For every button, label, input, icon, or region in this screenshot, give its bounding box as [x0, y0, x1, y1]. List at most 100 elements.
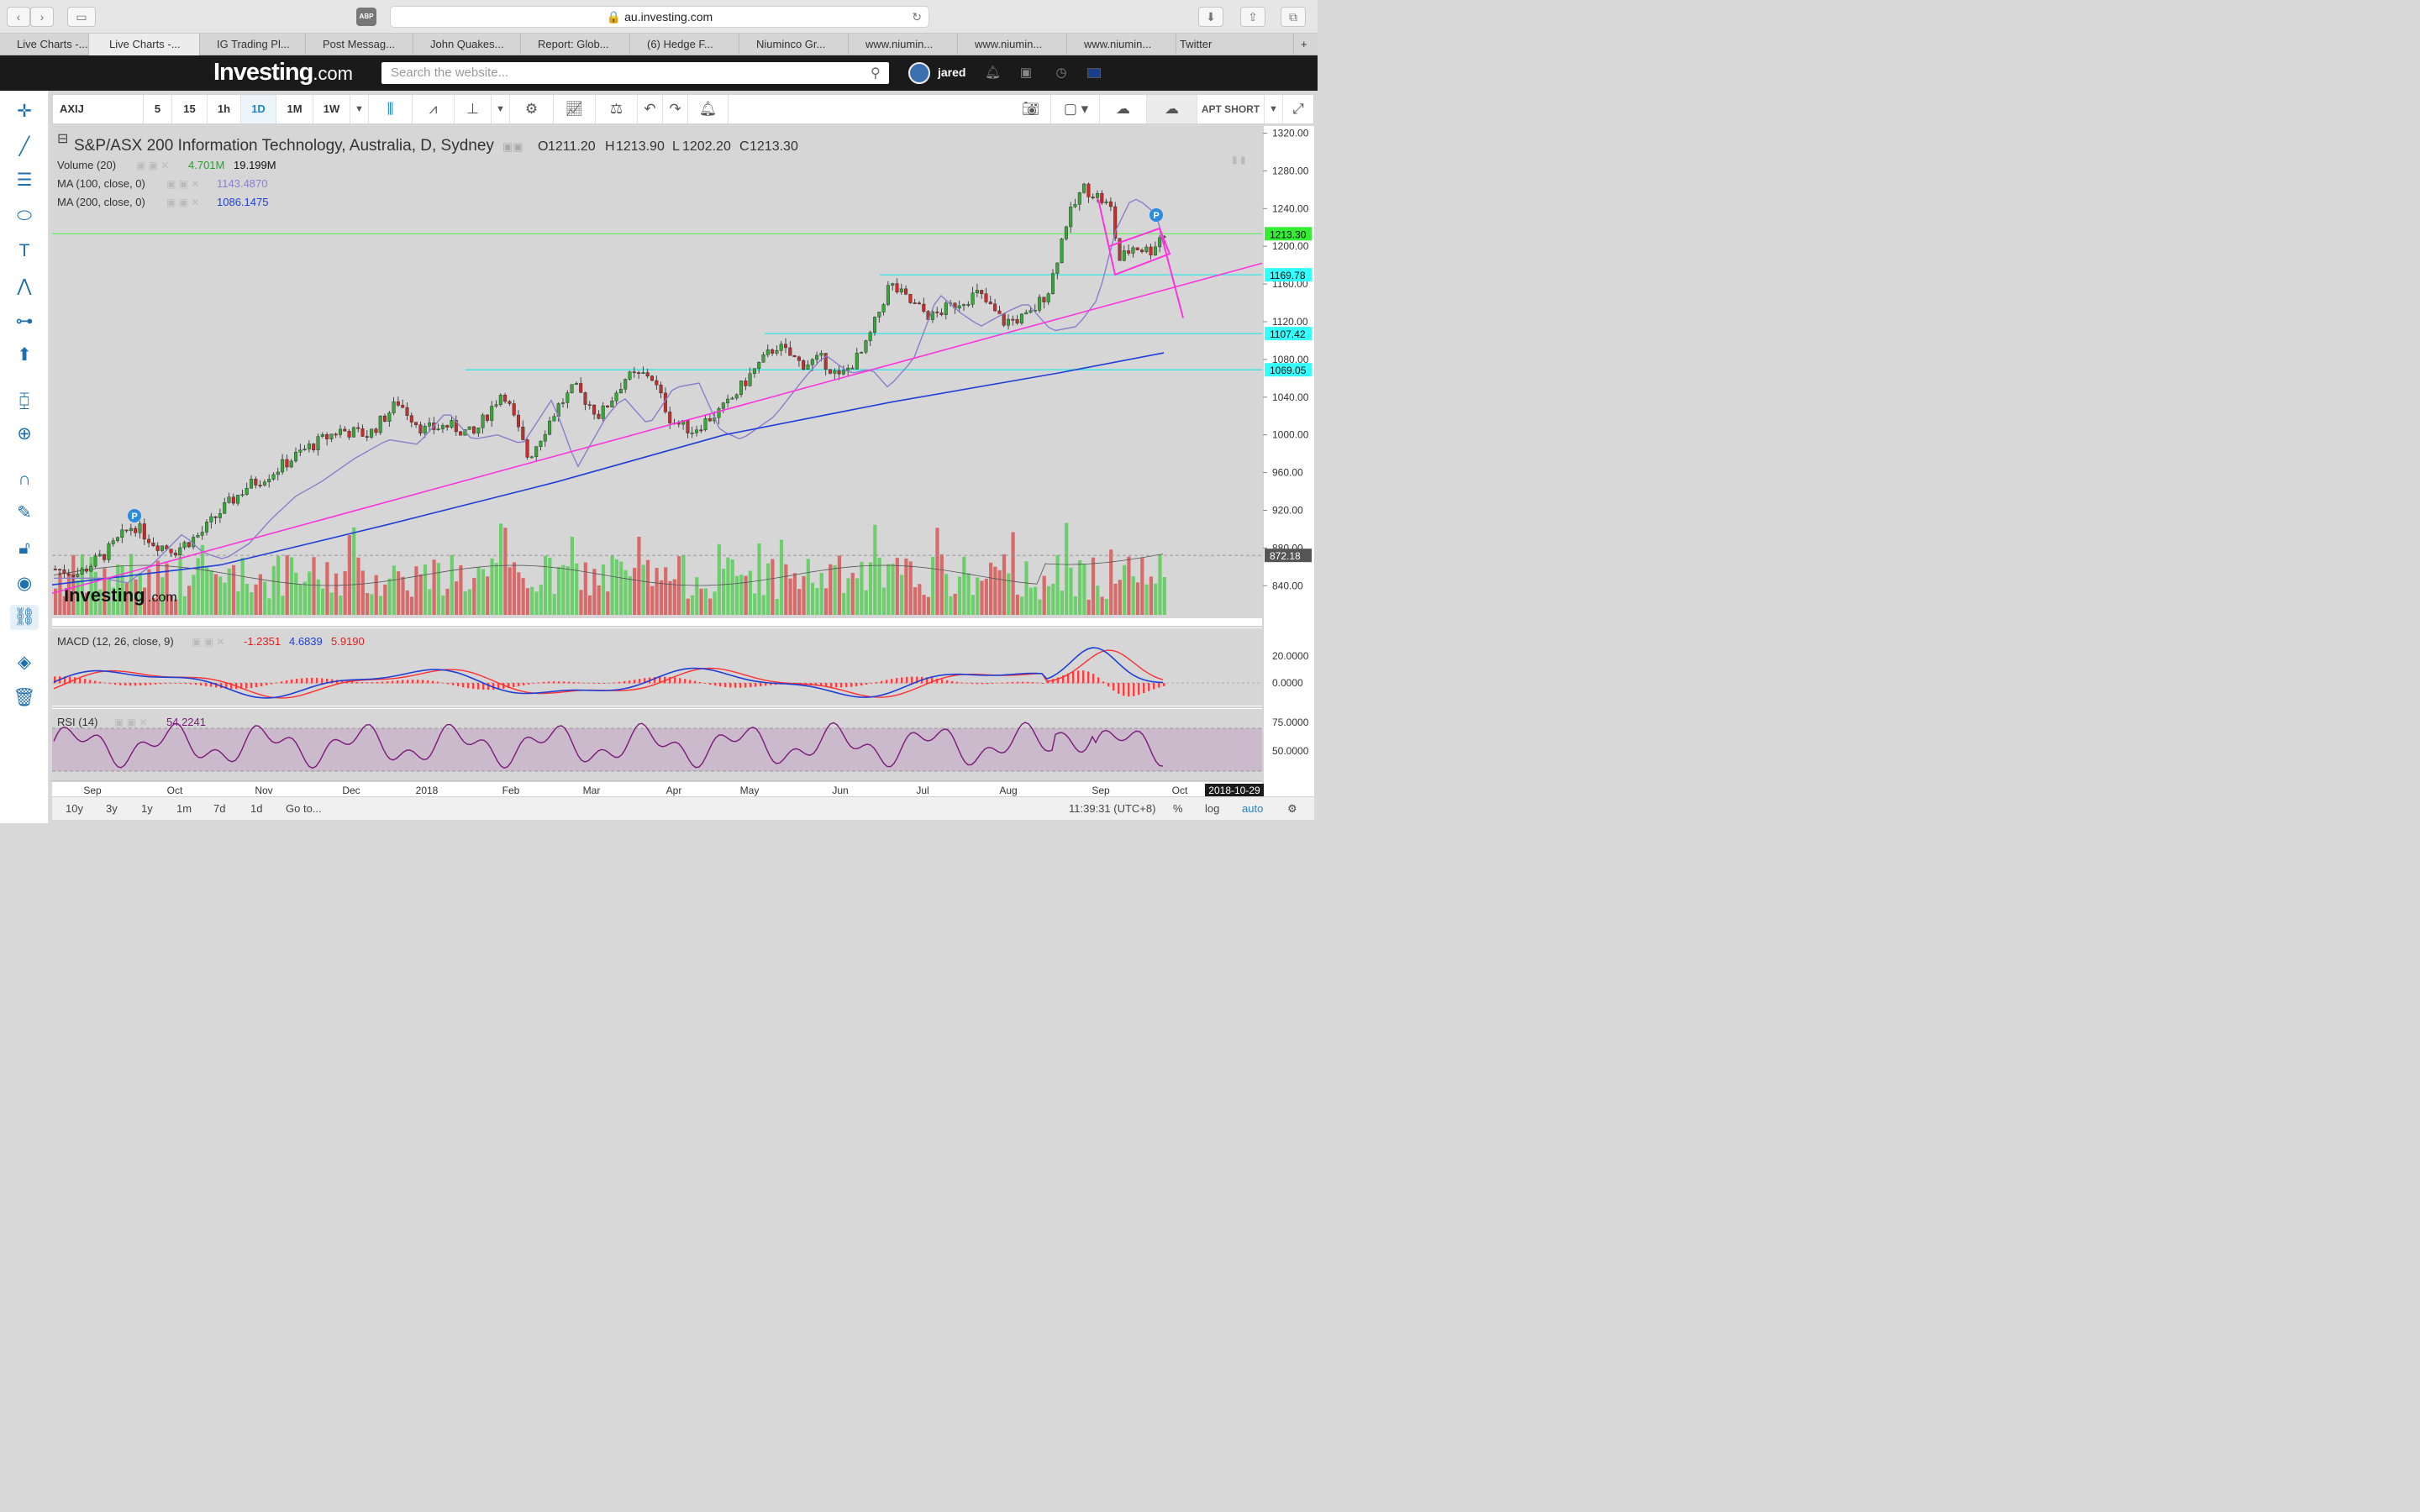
- cloud-download-icon[interactable]: ☁: [1100, 95, 1147, 123]
- indicators-icon[interactable]: 📈︎: [554, 95, 596, 123]
- browser-tab[interactable]: Twitter: [1176, 34, 1294, 55]
- browser-tab[interactable]: Report: Glob...: [521, 34, 630, 55]
- adblock-icon[interactable]: ABP: [356, 8, 376, 26]
- chart-template-icon[interactable]: ▢ ▾: [1053, 95, 1100, 123]
- volume-bar: [250, 592, 254, 615]
- text-icon[interactable]: T: [18, 241, 30, 260]
- collapse-icon[interactable]: ⊟: [57, 132, 68, 146]
- chart-area[interactable]: Investing .com P P 1320.00 1280.00 1240.00 12…: [51, 126, 1314, 796]
- search-input[interactable]: Search the website...: [381, 62, 889, 84]
- pencil-icon[interactable]: ✎: [17, 503, 32, 522]
- interval-1m[interactable]: 1M: [276, 95, 313, 123]
- arrow-up-icon[interactable]: ⬆: [17, 345, 32, 365]
- range-1y[interactable]: 1y: [141, 802, 153, 815]
- interval-15[interactable]: 15: [172, 95, 208, 123]
- portfolio-icon[interactable]: ▣: [1019, 66, 1033, 80]
- browser-tab[interactable]: www.niumin...: [849, 34, 958, 55]
- interval-1d[interactable]: 1D: [241, 95, 276, 123]
- share-icon[interactable]: ⇪: [1240, 7, 1265, 27]
- zoom-icon[interactable]: ⊕: [17, 424, 32, 444]
- goto-button[interactable]: Go to...: [286, 802, 322, 815]
- address-bar[interactable]: 🔒 au.investing.com ↻: [390, 6, 929, 28]
- range-3y[interactable]: 3y: [106, 802, 118, 815]
- macd-histogram-bar: [109, 683, 112, 685]
- shape-icon[interactable]: ⬭: [17, 206, 32, 225]
- sidebar-toggle-icon[interactable]: ▭: [67, 7, 96, 27]
- interval-1w[interactable]: 1W: [313, 95, 350, 123]
- line-chart-icon[interactable]: ⩘: [413, 95, 455, 123]
- interval-dropdown-icon[interactable]: ▼: [350, 95, 369, 123]
- lock-icon[interactable]: 🔓︎: [18, 538, 30, 558]
- legend-settings-icon[interactable]: ▣▣: [502, 140, 523, 153]
- auto-toggle[interactable]: auto: [1242, 802, 1264, 815]
- user-name[interactable]: jared: [938, 66, 966, 79]
- interval-5[interactable]: 5: [144, 95, 172, 123]
- back-button[interactable]: ‹: [7, 7, 30, 27]
- eye-icon[interactable]: ◉: [16, 574, 33, 593]
- avatar[interactable]: [908, 62, 930, 84]
- magnet-icon[interactable]: ∩: [18, 470, 31, 489]
- browser-tab[interactable]: IG Trading Pl...: [200, 34, 306, 55]
- candles-icon[interactable]: ⫼: [369, 95, 413, 123]
- range-10y[interactable]: 10y: [66, 802, 83, 815]
- trendline-icon[interactable]: ╱: [18, 137, 30, 156]
- cloud-upload-icon[interactable]: ☁: [1147, 95, 1197, 123]
- new-tab-button[interactable]: +: [1301, 38, 1307, 50]
- trash-icon[interactable]: 🗑︎: [13, 688, 36, 707]
- clock-icon[interactable]: ◷: [1055, 66, 1067, 80]
- crosshair-icon[interactable]: ✛: [17, 102, 32, 121]
- volume-legend-icons[interactable]: ▣ ▣ ✕: [136, 160, 169, 171]
- bell-icon[interactable]: 🔔︎: [985, 66, 1002, 80]
- settings-gear-icon[interactable]: ⚙: [510, 95, 554, 123]
- site-logo[interactable]: Investing.com: [213, 59, 353, 87]
- browser-tab[interactable]: Post Messag...: [306, 34, 413, 55]
- settings-gear-icon[interactable]: ⚙: [1287, 802, 1297, 815]
- redo-icon[interactable]: ↷: [663, 95, 688, 123]
- bar-style-icon[interactable]: ⊥: [455, 95, 492, 123]
- volume-bar: [588, 595, 592, 615]
- flag-icon[interactable]: [1087, 68, 1101, 78]
- layout-dropdown-icon[interactable]: ▼: [1265, 95, 1283, 123]
- download-icon[interactable]: ⬇: [1198, 7, 1223, 27]
- range-1d[interactable]: 1d: [250, 802, 263, 815]
- camera-icon[interactable]: 📷︎: [1011, 95, 1051, 123]
- macd-legend-icons[interactable]: ▣ ▣ ✕: [192, 636, 224, 648]
- forward-button[interactable]: ›: [30, 7, 54, 27]
- pattern-icon[interactable]: ⋀: [17, 276, 32, 296]
- volume-bar: [962, 556, 966, 615]
- range-1m[interactable]: 1m: [176, 802, 192, 815]
- layout-name[interactable]: APT SHORT: [1197, 95, 1265, 123]
- browser-tab[interactable]: www.niumin...: [1067, 34, 1176, 55]
- ma200-legend-icons[interactable]: ▣ ▣ ✕: [166, 197, 199, 208]
- browser-tab[interactable]: (6) Hedge F...: [630, 34, 739, 55]
- range-7d[interactable]: 7d: [213, 802, 226, 815]
- style-dropdown-icon[interactable]: ▼: [492, 95, 510, 123]
- search-icon[interactable]: ⚲: [871, 66, 881, 81]
- price-chart[interactable]: Investing .com P P 1320.00 1280.00 1240.00 12…: [51, 126, 1314, 796]
- fullscreen-icon[interactable]: ⤢: [1292, 101, 1304, 117]
- fib-icon[interactable]: ☰: [16, 171, 33, 190]
- browser-tab[interactable]: Live Charts -...: [0, 34, 89, 55]
- measure-icon[interactable]: ⧮: [18, 391, 30, 410]
- link-icon[interactable]: ⛓: [10, 605, 39, 630]
- browser-tab-active[interactable]: Live Charts -...: [89, 34, 200, 55]
- tabs-overview-icon[interactable]: ⧉: [1281, 7, 1306, 27]
- prediction-icon[interactable]: ⊶: [15, 312, 34, 331]
- interval-1h[interactable]: 1h: [208, 95, 241, 123]
- symbol-input[interactable]: AXIJ: [53, 95, 144, 123]
- compare-icon[interactable]: ⚖: [596, 95, 638, 123]
- browser-tab[interactable]: www.niumin...: [958, 34, 1067, 55]
- macd-histogram-bar: [397, 680, 399, 684]
- layers-icon[interactable]: ◈: [17, 653, 32, 672]
- candle-body: [802, 360, 806, 370]
- alert-icon[interactable]: 🔔︎: [688, 95, 729, 123]
- reload-icon[interactable]: ↻: [912, 10, 922, 24]
- log-toggle[interactable]: log: [1205, 802, 1220, 815]
- browser-tab[interactable]: John Quakes...: [413, 34, 521, 55]
- rsi-legend-icons[interactable]: ▣ ▣ ✕: [114, 717, 147, 728]
- undo-icon[interactable]: ↶: [638, 95, 663, 123]
- ma100-legend-icons[interactable]: ▣ ▣ ✕: [166, 178, 199, 190]
- browser-tab[interactable]: Niuminco Gr...: [739, 34, 849, 55]
- percent-toggle[interactable]: %: [1173, 802, 1183, 815]
- pane-controls-icon[interactable]: ▮ ▮: [1232, 154, 1246, 165]
